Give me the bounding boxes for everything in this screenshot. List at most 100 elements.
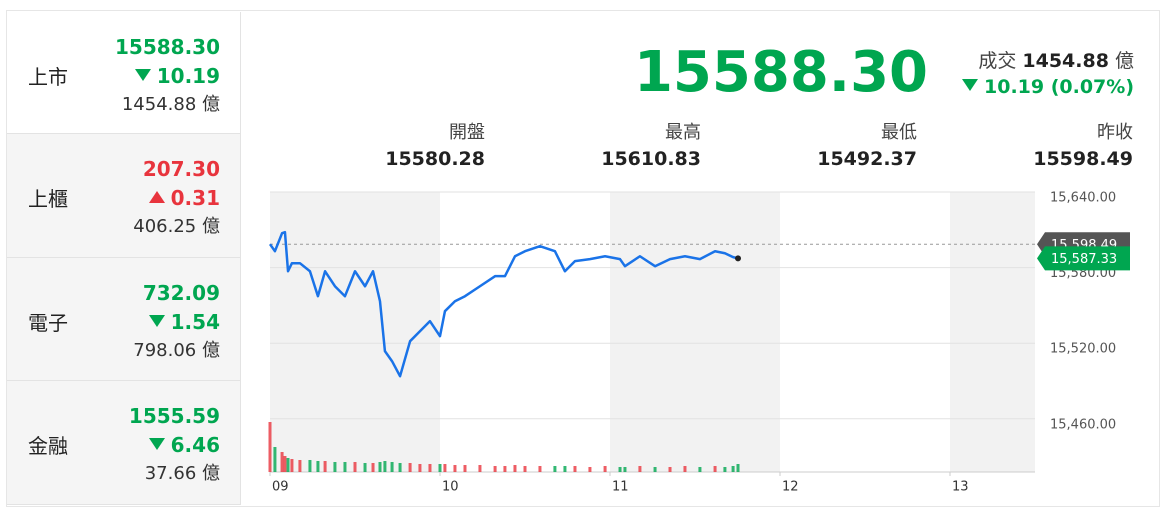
market-name: 電子 (28, 311, 68, 335)
stat-value: 15492.37 (817, 148, 917, 170)
volume-bar (588, 467, 592, 472)
stat-label: 最低 (881, 122, 917, 143)
x-tick-label: 12 (782, 480, 799, 495)
market-volume: 37.66 億 (144, 463, 220, 484)
last-price-tag (1037, 246, 1130, 271)
last-price-label: 15,587.33 (1051, 252, 1117, 267)
volume-value: 1454.88 (1022, 50, 1109, 72)
market-price: 732.09 (142, 281, 220, 305)
direction-icon (134, 69, 151, 81)
y-tick-label: 15,520.00 (1050, 342, 1116, 357)
volume-bar (493, 466, 497, 472)
volume-bar (723, 467, 727, 472)
volume-bar (538, 466, 542, 472)
volume-bar (603, 466, 607, 472)
market-change: 6.46 (148, 433, 220, 457)
stat: 最低 15492.37 (717, 118, 917, 170)
price-line (268, 230, 739, 378)
change-value: 10.19 (0.07%) (984, 76, 1134, 98)
volume-bar (623, 467, 627, 472)
volume-bar (383, 461, 387, 472)
change-value: 0.31 (170, 186, 220, 210)
volume-bar (731, 466, 735, 472)
volume-bar (453, 465, 457, 472)
volume-bar (308, 460, 312, 472)
volume-bar (378, 462, 382, 472)
volume-bar (343, 462, 347, 472)
market-row[interactable]: 上櫃 207.30 0.31 406.25 億 (7, 134, 241, 258)
main-price: 15588.30 (633, 40, 928, 105)
y-tick-label: 15,460.00 (1050, 417, 1116, 432)
volume-bar (353, 462, 357, 472)
volume-bar (573, 466, 577, 472)
volume-bar (363, 463, 367, 472)
y-tick-label: 15,640.00 (1050, 191, 1116, 206)
last-point (735, 255, 742, 262)
volume-bar (290, 459, 294, 472)
market-name: 金融 (28, 434, 68, 458)
direction-icon (148, 191, 165, 203)
volume-bar (371, 463, 375, 472)
volume-bar (653, 467, 657, 472)
volume-bar (333, 462, 337, 472)
market-volume: 1454.88 億 (121, 94, 220, 115)
change-value: 6.46 (170, 433, 220, 457)
volume-bar (283, 456, 287, 472)
x-tick-label: 11 (612, 480, 629, 495)
market-row[interactable]: 電子 732.09 1.54 798.06 億 (7, 258, 241, 381)
volume-bar (668, 467, 672, 472)
volume-bar (513, 465, 517, 472)
volume-bar (398, 463, 402, 472)
stat: 最高 15610.83 (501, 118, 701, 170)
stat-label: 開盤 (449, 122, 485, 143)
volume-unit: 億 (1114, 50, 1134, 72)
market-row[interactable]: 金融 1555.59 6.46 37.66 億 (7, 381, 241, 505)
direction-icon (148, 315, 165, 327)
market-volume: 406.25 億 (133, 216, 220, 237)
volume-bar (503, 466, 507, 472)
stat: 昨收 15598.49 (933, 118, 1133, 170)
x-tick-label: 10 (442, 480, 459, 495)
volume-bar (298, 460, 302, 472)
hour-band (610, 192, 780, 472)
market-change: 1.54 (148, 310, 220, 334)
stat-value: 15598.49 (1033, 148, 1133, 170)
hour-band (270, 192, 440, 472)
volume-bar (316, 461, 320, 472)
volume-bar (638, 466, 642, 472)
direction-icon (148, 438, 165, 450)
volume-label: 成交 (978, 50, 1017, 72)
volume-bar (418, 464, 422, 472)
volume-bar (268, 422, 272, 472)
market-name: 上市 (28, 65, 68, 89)
volume-bar (323, 461, 327, 472)
x-tick-label: 13 (952, 480, 969, 495)
volume-bar (408, 463, 412, 472)
volume-bar (553, 466, 557, 472)
volume-bar (523, 466, 527, 472)
volume-bar (390, 462, 394, 472)
stat-label: 昨收 (1097, 122, 1133, 143)
market-row[interactable]: 上市 15588.30 10.19 1454.88 億 (7, 12, 241, 134)
market-price: 1555.59 (128, 404, 220, 428)
volume-bar (286, 458, 290, 472)
frame (6, 10, 1160, 507)
main-change: 10.19 (0.07%) (962, 76, 1134, 98)
volume-bar (698, 467, 702, 472)
market-volume: 798.06 億 (133, 340, 220, 361)
volume-bar (683, 466, 687, 472)
change-value: 1.54 (170, 310, 220, 334)
volume-bar (713, 466, 717, 472)
market-name: 上櫃 (28, 187, 68, 211)
x-tick-label: 09 (272, 480, 289, 495)
volume-bar (443, 464, 447, 472)
direction-icon (962, 79, 978, 91)
stat-label: 最高 (665, 122, 701, 143)
hour-band (950, 192, 1035, 472)
volume-bar (736, 464, 740, 472)
market-price: 207.30 (142, 157, 220, 181)
market-change: 10.19 (134, 64, 220, 88)
stat-value: 15580.28 (385, 148, 485, 170)
